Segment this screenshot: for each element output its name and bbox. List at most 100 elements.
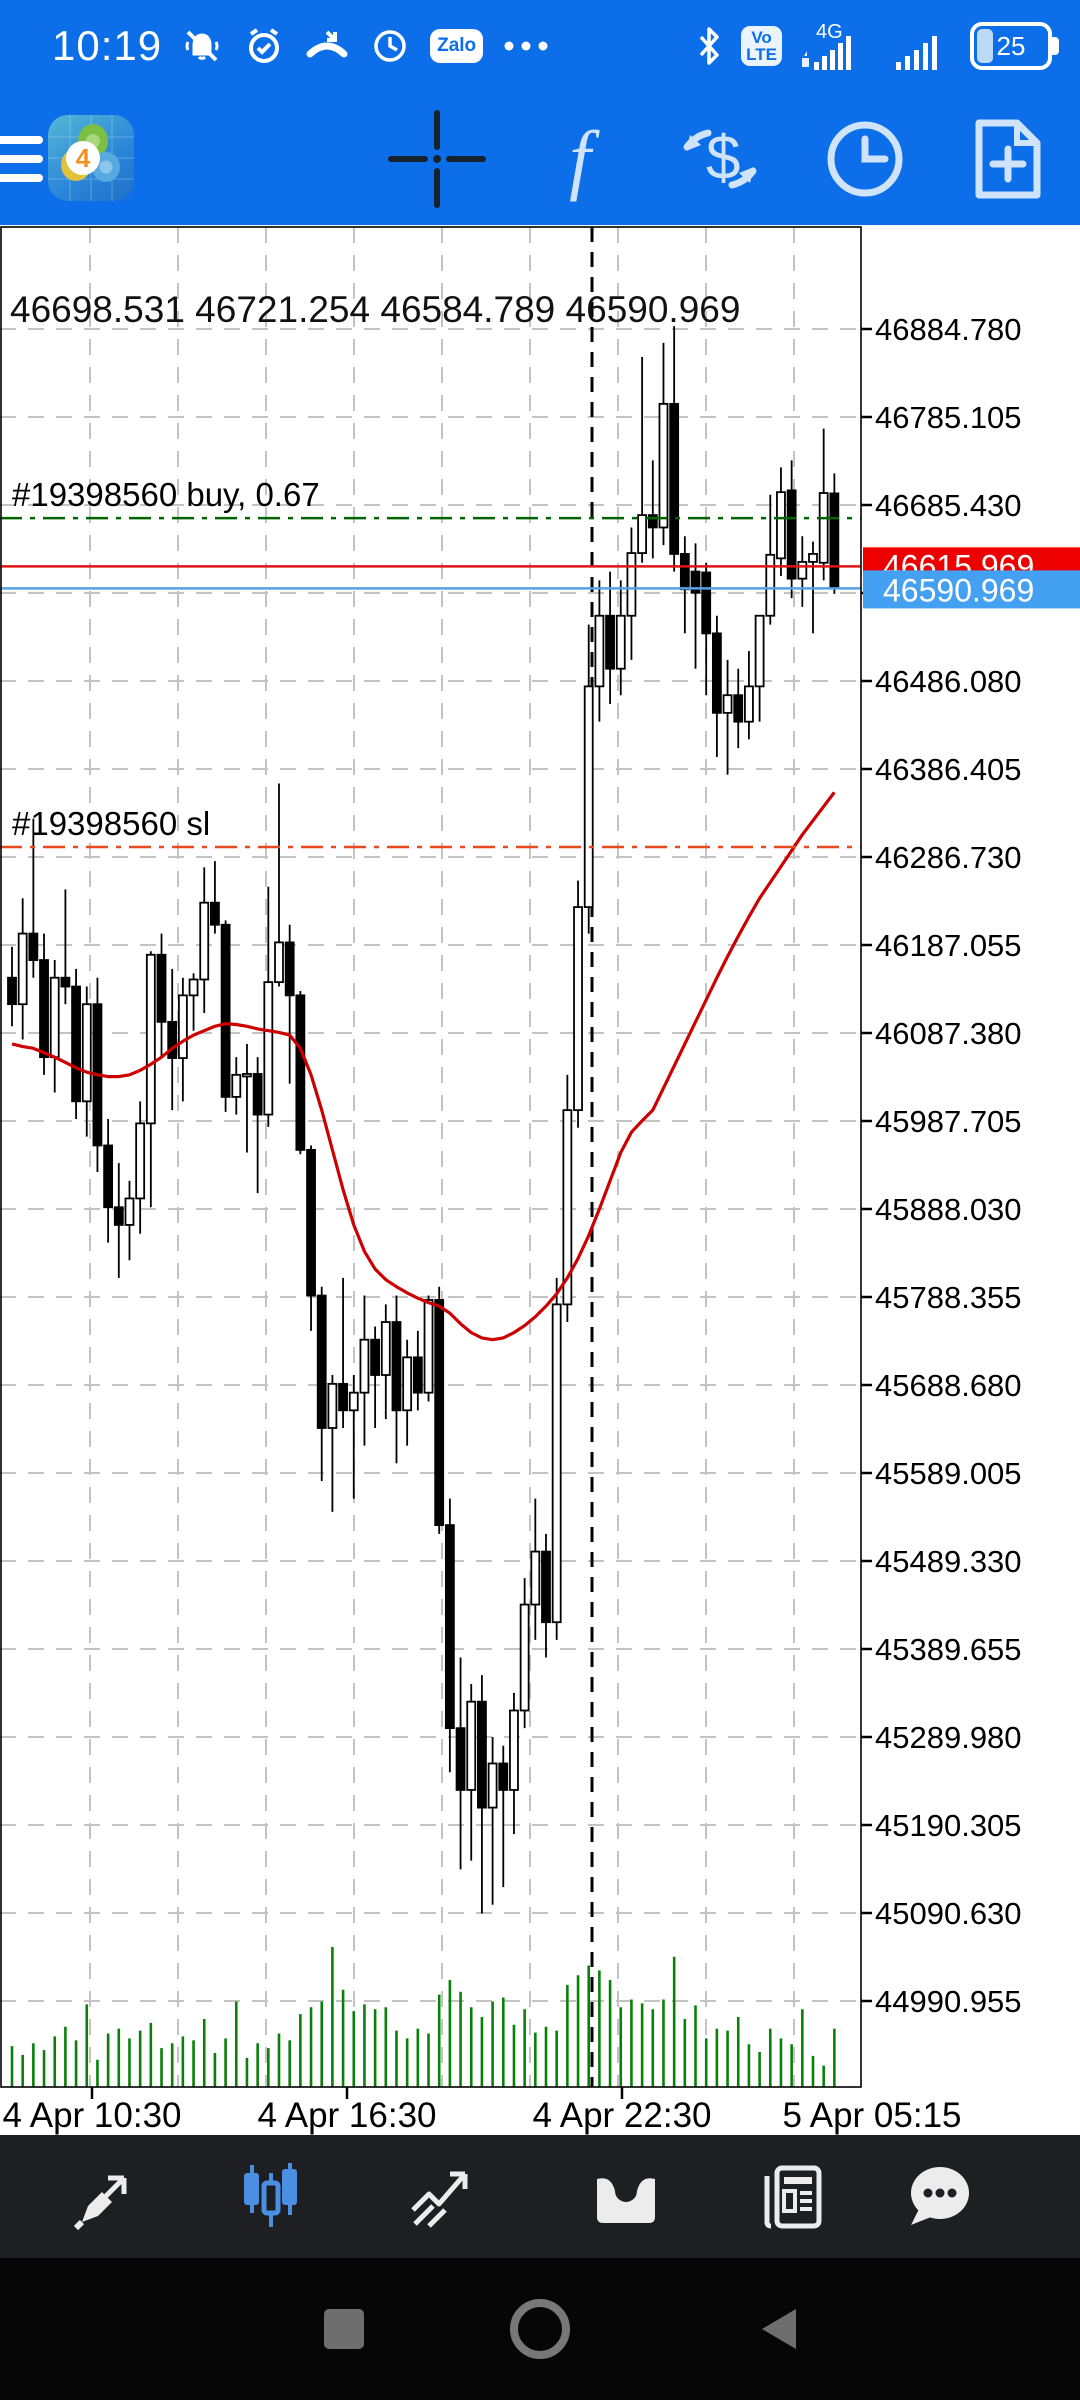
candle-body: [39, 959, 49, 1059]
candle-body: [370, 1338, 381, 1376]
y-axis-label: 46486.080: [875, 664, 1022, 699]
nav-recents-button[interactable]: [284, 2258, 404, 2400]
candle-body: [7, 976, 17, 1006]
battery-percent: 25: [996, 30, 1026, 61]
y-axis-label: 45090.630: [875, 1896, 1022, 1931]
menu-button[interactable]: [0, 92, 64, 225]
candle-body: [509, 1709, 519, 1791]
candle-body: [765, 553, 776, 617]
candle-body: [594, 614, 605, 688]
candle-body: [60, 976, 71, 988]
candle-body: [252, 1073, 263, 1116]
candle-body: [295, 994, 306, 1151]
y-axis-label: 45888.030: [875, 1192, 1022, 1227]
y-axis-label: 45489.330: [875, 1544, 1022, 1579]
candle-body: [434, 1299, 445, 1526]
crosshair-button[interactable]: [382, 92, 492, 225]
candle-body: [71, 985, 81, 1103]
price-chart[interactable]: 46884.78046785.10546685.43046585.7554648…: [0, 225, 1080, 2135]
candle-body: [498, 1762, 509, 1791]
chart-canvas: 46884.78046785.10546685.43046585.7554648…: [0, 226, 1080, 2135]
candle-body: [722, 694, 733, 714]
bid-price-text: 46590.969: [883, 572, 1034, 608]
android-navigation-bar: [0, 2258, 1080, 2400]
candle-body: [519, 1603, 530, 1712]
mailbox-icon: [597, 2166, 655, 2223]
y-axis-label: 45589.005: [875, 1456, 1022, 1491]
tab-quotes[interactable]: [45, 2135, 165, 2258]
new-order-button[interactable]: [952, 92, 1062, 225]
candle-body: [744, 685, 754, 723]
indicators-button[interactable]: f: [525, 92, 635, 225]
history-clock-icon: [827, 121, 903, 196]
bid-price-badge: [863, 570, 1080, 609]
candle-body: [145, 953, 156, 1125]
candle-body: [562, 1109, 573, 1306]
nav-back-button[interactable]: [720, 2258, 840, 2400]
candle-body: [551, 1303, 562, 1624]
candle-body: [583, 685, 594, 908]
candle-body: [455, 1727, 466, 1791]
history-button[interactable]: [810, 92, 920, 225]
candle-body: [487, 1762, 498, 1809]
candle-body: [669, 402, 680, 555]
candle-body: [808, 553, 818, 563]
candle-body: [113, 1206, 124, 1226]
nav-home-button[interactable]: [480, 2258, 600, 2400]
x-axis-label: 4 Apr 10:30: [2, 2096, 181, 2135]
candle-body: [306, 1148, 316, 1297]
candle-body: [103, 1144, 114, 1209]
candle-body: [658, 402, 669, 529]
candle-body: [81, 1003, 92, 1103]
candle-body: [530, 1550, 541, 1606]
candle-body: [188, 978, 199, 997]
candle-body: [338, 1382, 348, 1412]
candle-body: [210, 901, 220, 926]
charts-candles-icon: [244, 2162, 297, 2227]
trade-trend-icon: [411, 2171, 468, 2228]
tab-chat[interactable]: [878, 2135, 998, 2258]
candle-body: [263, 981, 274, 1116]
clock-status-icon: [368, 24, 412, 68]
more-notifications-icon: [501, 38, 551, 54]
candle-body: [177, 994, 188, 1059]
y-axis-label: 46685.430: [875, 488, 1022, 523]
candle-body: [348, 1391, 359, 1412]
moving-average-line: [11, 791, 836, 1342]
candle-body: [423, 1299, 434, 1394]
mt4-app-icon[interactable]: 4: [48, 115, 134, 201]
y-axis-label: 46087.380: [875, 1016, 1022, 1051]
candle-body: [829, 492, 840, 590]
battery-icon: 25: [970, 22, 1059, 70]
candle-body: [391, 1321, 402, 1412]
candle-body: [284, 941, 295, 997]
candle-body: [733, 694, 744, 723]
candle-body: [776, 491, 786, 560]
zalo-notification-icon: Zalo: [430, 29, 484, 63]
tab-charts[interactable]: [212, 2135, 332, 2258]
signal-sim2-icon: [892, 18, 954, 74]
candle-body: [701, 571, 712, 635]
plot-border: [0, 226, 862, 2088]
alarm-check-icon: [242, 24, 286, 68]
y-axis-label: 45190.305: [875, 1808, 1022, 1843]
x-axis-label: 4 Apr 22:30: [532, 2096, 711, 2135]
quotes-arrows-icon: [73, 2175, 127, 2230]
candle-body: [316, 1294, 327, 1429]
trade-button[interactable]: $: [665, 92, 775, 225]
volte-icon: Vo LTE: [741, 26, 782, 66]
tab-mailbox[interactable]: [566, 2135, 686, 2258]
tab-news[interactable]: [732, 2135, 852, 2258]
tab-trade[interactable]: [380, 2135, 500, 2258]
home-circle-icon: [510, 2299, 570, 2359]
candle-body: [573, 906, 583, 1112]
x-axis-label: 4 Apr 16:30: [257, 2096, 436, 2135]
dollar-trade-icon: $: [683, 124, 757, 193]
app-toolbar: 4 f $: [0, 92, 1080, 225]
x-axis-label: 5 Apr 05:15: [782, 2096, 961, 2135]
candle-body: [754, 614, 765, 688]
y-axis-label: 46286.730: [875, 840, 1022, 875]
chat-icon: [911, 2166, 969, 2225]
candle-body: [477, 1700, 487, 1809]
